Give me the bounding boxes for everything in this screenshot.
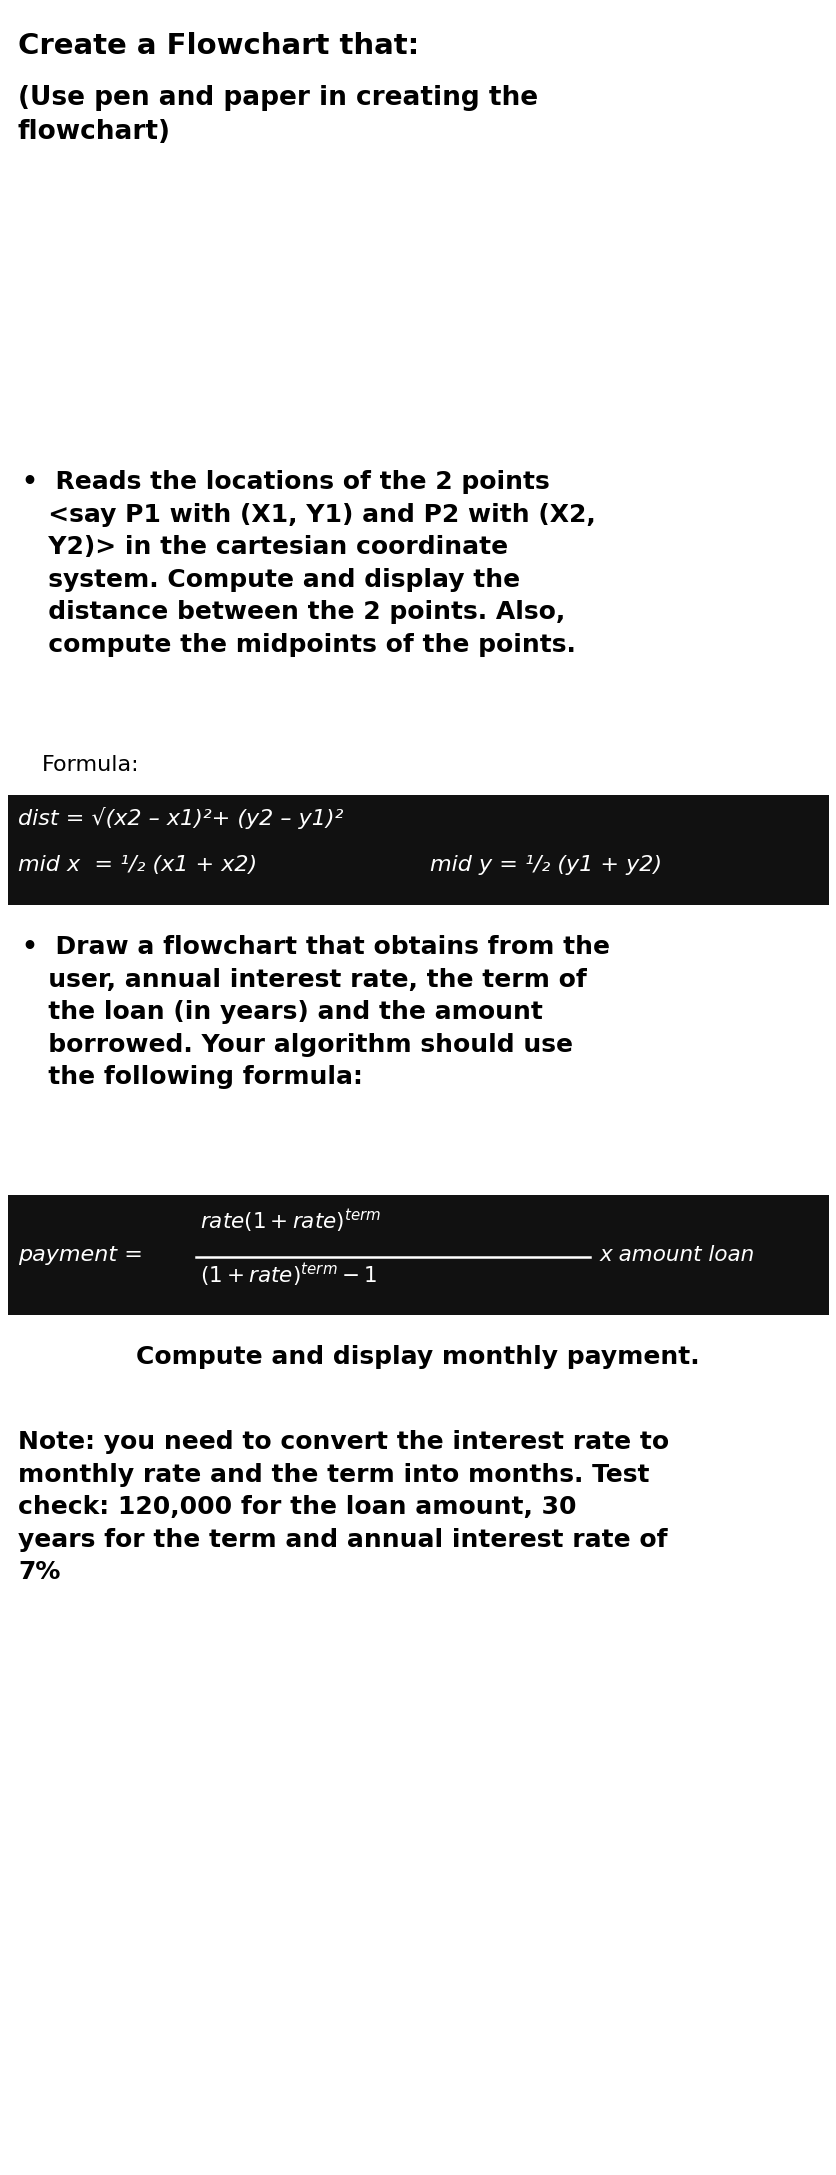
Text: payment =: payment =	[18, 1244, 143, 1266]
FancyBboxPatch shape	[8, 1194, 828, 1316]
Text: (Use pen and paper in creating the
flowchart): (Use pen and paper in creating the flowc…	[18, 85, 538, 146]
Text: mid y = ¹/₂ (y1 + y2): mid y = ¹/₂ (y1 + y2)	[430, 855, 661, 874]
Text: mid x  = ¹/₂ (x1 + x2): mid x = ¹/₂ (x1 + x2)	[18, 855, 257, 874]
Text: •  Reads the locations of the 2 points
   <say P1 with (X1, Y1) and P2 with (X2,: • Reads the locations of the 2 points <s…	[22, 470, 595, 657]
FancyBboxPatch shape	[8, 796, 828, 905]
Text: Create a Flowchart that:: Create a Flowchart that:	[18, 33, 419, 61]
Text: $(1 + rate)^{term} -1$: $(1 + rate)^{term} -1$	[200, 1262, 377, 1290]
Text: x amount loan: x amount loan	[599, 1244, 754, 1266]
Text: Compute and display monthly payment.: Compute and display monthly payment.	[136, 1344, 699, 1368]
Text: •  Draw a flowchart that obtains from the
   user, annual interest rate, the ter: • Draw a flowchart that obtains from the…	[22, 935, 609, 1090]
Text: dist = √(x2 – x1)²+ (y2 – y1)²: dist = √(x2 – x1)²+ (y2 – y1)²	[18, 807, 343, 829]
Text: Formula:: Formula:	[42, 755, 140, 774]
Text: $rate(1 + rate)^{term}$: $rate(1 + rate)^{term}$	[200, 1207, 381, 1235]
Text: Note: you need to convert the interest rate to
monthly rate and the term into mo: Note: you need to convert the interest r…	[18, 1429, 668, 1583]
